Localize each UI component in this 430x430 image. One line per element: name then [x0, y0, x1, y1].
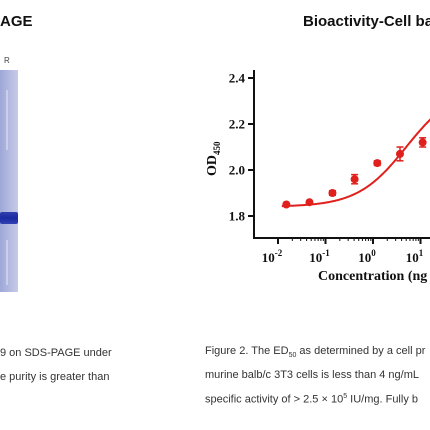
right-caption-line-2: murine balb/c 3T3 cells is less than 4 n… [205, 369, 419, 381]
x-axis-label: Concentration (ng [318, 269, 427, 284]
y-tick-label: 1.8 [229, 209, 246, 224]
gel-image [0, 70, 18, 292]
y-tick-label: 2.4 [229, 71, 246, 86]
sds-page-title: AGE [0, 13, 33, 30]
data-point [373, 159, 382, 168]
x-tick-label: 101 [406, 248, 424, 265]
x-tick-label: 100 [358, 248, 376, 265]
y-tick-label: 2.2 [229, 117, 245, 132]
right-caption-line-3: specific activity of > 2.5 × 105 IU/mg. … [205, 393, 418, 406]
bioactivity-title: Bioactivity-Cell base [303, 13, 430, 30]
protein-band [0, 212, 18, 224]
gel-streak [6, 240, 8, 285]
data-point [282, 200, 291, 209]
gel-streak [6, 90, 8, 150]
y-tick-label: 2.0 [229, 163, 245, 178]
left-caption-line-1: 9 on SDS-PAGE under [0, 347, 112, 359]
lane-label: R [4, 56, 10, 65]
data-point [395, 149, 404, 158]
y-axis-label: OD450 [205, 141, 222, 176]
right-caption-line-1: Figure 2. The ED50 as determined by a ce… [205, 345, 426, 360]
data-point [328, 189, 337, 197]
x-tick-label: 10-2 [262, 248, 283, 265]
data-point [350, 175, 359, 184]
data-point [305, 198, 314, 207]
fit-curve [281, 118, 430, 208]
x-tick-label: 10-1 [309, 248, 330, 265]
data-point [418, 138, 427, 147]
left-caption-line-2: e purity is greater than [0, 371, 110, 383]
